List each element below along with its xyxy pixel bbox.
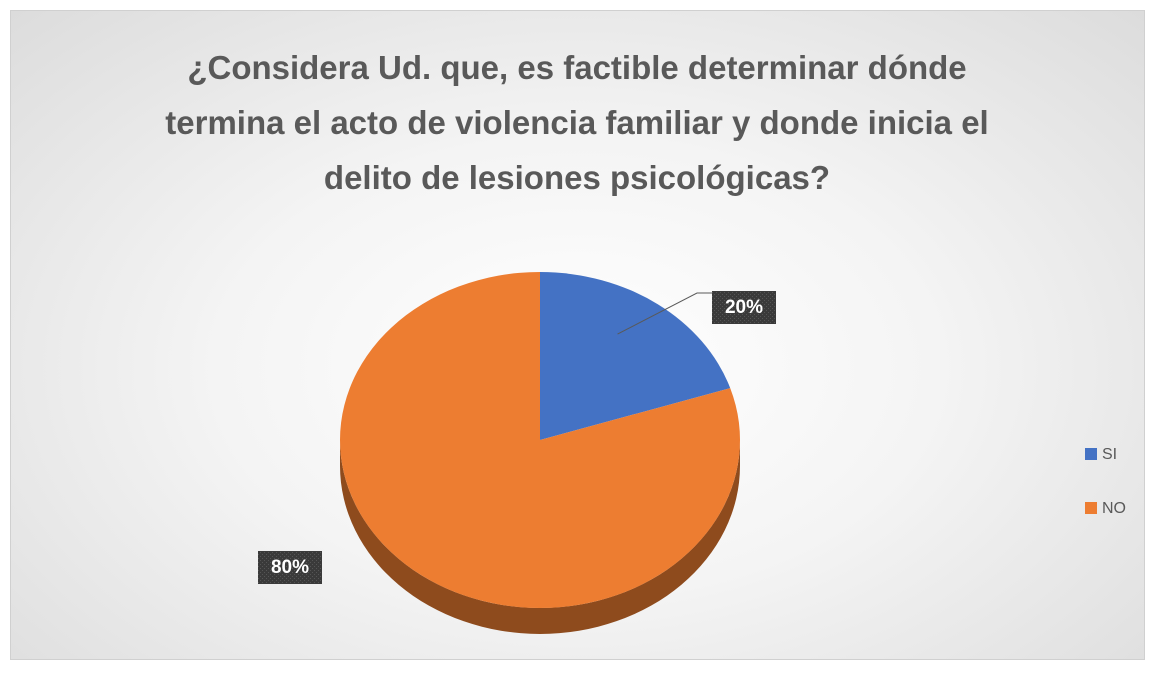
data-label-box [258,551,322,584]
data-label: 20% [725,297,763,318]
legend-label: SI [1102,446,1117,463]
data-label-box [712,291,776,324]
pie-slice [540,272,731,440]
pie-slice [340,272,740,608]
legend-label: NO [1102,500,1126,517]
data-label: 80% [271,557,309,578]
chart-title: ¿Considera Ud. que, es factible determin… [165,49,989,196]
leader-line [617,292,712,335]
legend-swatch [1085,502,1097,514]
legend-swatch [1085,448,1097,460]
